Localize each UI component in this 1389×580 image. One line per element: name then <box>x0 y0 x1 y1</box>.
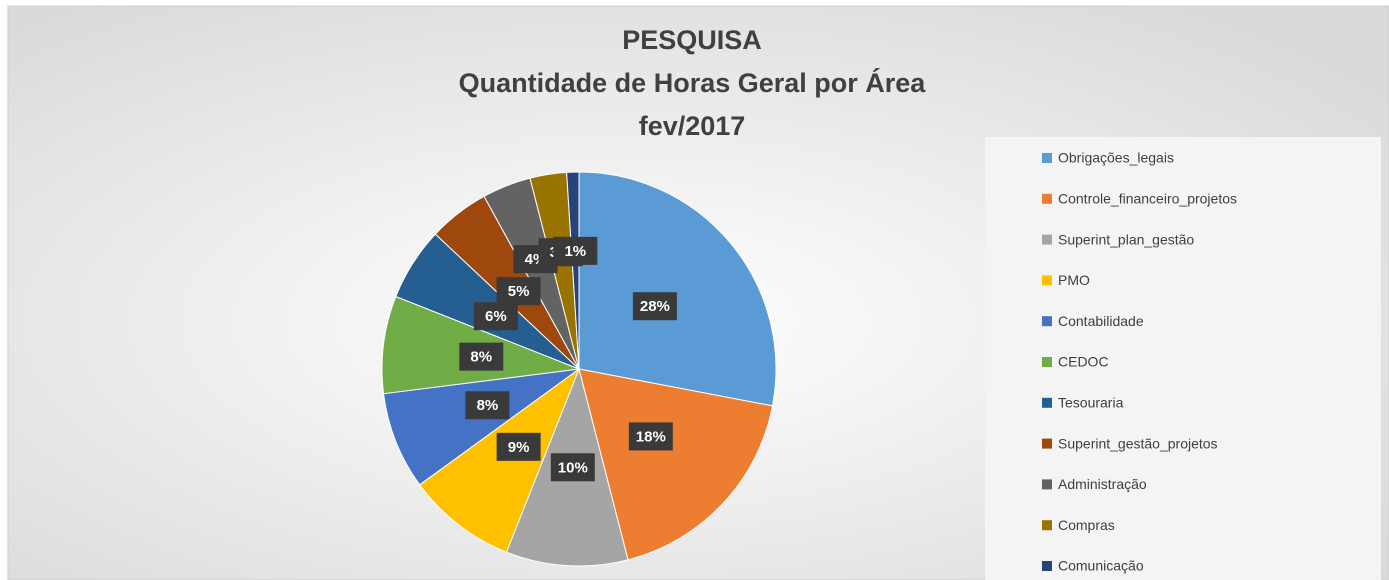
legend-label: Administração <box>1058 476 1147 492</box>
chart-title: PESQUISA <box>622 25 762 55</box>
legend-label: Compras <box>1058 517 1115 533</box>
legend-label: Contabilidade <box>1058 313 1144 329</box>
legend-swatch <box>1042 561 1052 571</box>
data-label-box <box>459 342 504 371</box>
data-label: 1% <box>564 243 586 260</box>
legend-swatch <box>1042 479 1052 490</box>
legend-label: Tesouraria <box>1058 395 1124 411</box>
legend-label: Obrigações_legais <box>1058 150 1174 166</box>
chart-title: fev/2017 <box>639 111 746 141</box>
data-label: 8% <box>477 397 499 414</box>
pie-slice <box>578 171 777 407</box>
data-label-box <box>550 453 595 482</box>
legend-label: Comunicação <box>1058 558 1144 574</box>
data-label: 6% <box>485 308 507 325</box>
data-label-box <box>553 236 598 265</box>
legend-label: CEDOC <box>1058 354 1109 370</box>
data-label: 28% <box>640 298 670 315</box>
pie-slice <box>578 368 774 561</box>
data-label-box <box>473 302 518 331</box>
data-label: 10% <box>558 459 588 476</box>
pie-slice <box>382 368 580 486</box>
legend-swatch <box>1042 193 1052 204</box>
legend-swatch <box>1042 316 1052 327</box>
data-label-box <box>496 277 541 306</box>
data-label: 9% <box>508 439 530 456</box>
legend-label: PMO <box>1058 272 1090 288</box>
chart-title: Quantidade de Horas Geral por Área <box>459 67 927 98</box>
data-label: 8% <box>470 349 492 366</box>
legend-label: Controle_financeiro_projetos <box>1058 191 1237 207</box>
pie-slice <box>566 171 580 370</box>
data-label-box <box>496 432 541 461</box>
data-label-box <box>632 292 677 321</box>
legend-swatch <box>1042 357 1052 367</box>
data-label-box <box>628 422 673 451</box>
legend-swatch <box>1042 520 1052 531</box>
data-label: 18% <box>636 428 666 445</box>
legend-swatch <box>1042 397 1052 408</box>
legend-swatch <box>1042 438 1052 449</box>
legend-swatch <box>1042 234 1052 245</box>
legend-label: Superint_plan_gestão <box>1058 231 1194 247</box>
data-label: 5% <box>508 283 530 300</box>
legend-swatch <box>1042 153 1052 163</box>
legend-label: Superint_gestão_projetos <box>1058 435 1218 451</box>
data-label-box <box>465 391 510 420</box>
legend-swatch <box>1042 275 1052 286</box>
